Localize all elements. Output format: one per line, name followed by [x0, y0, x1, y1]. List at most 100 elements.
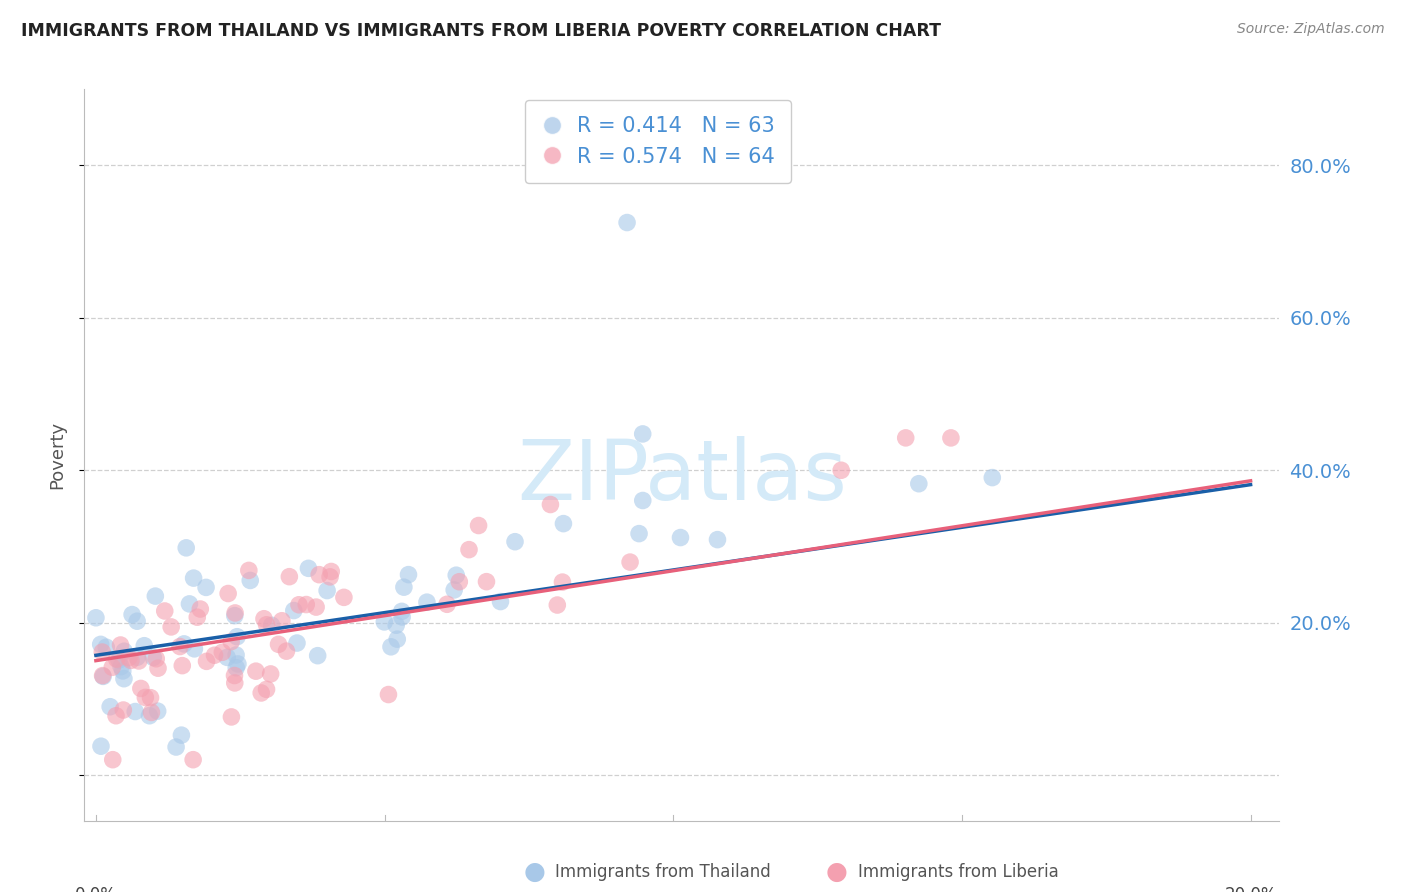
Point: [391, 610, 413, 624]
Text: ●: ●: [825, 861, 848, 884]
Point: [101, 753, 124, 767]
Point: [108, 653, 131, 667]
Point: [256, 682, 278, 697]
Point: [204, 648, 226, 663]
Point: [939, 431, 962, 445]
Point: [260, 667, 283, 681]
Point: [377, 688, 399, 702]
Point: [127, 614, 149, 628]
Point: [449, 574, 471, 589]
Point: [224, 676, 246, 690]
Point: [91, 668, 114, 682]
Point: [169, 640, 191, 654]
Point: [134, 690, 156, 705]
Point: [283, 603, 305, 617]
Point: [84, 611, 107, 625]
Text: IMMIGRANTS FROM THAILAND VS IMMIGRANTS FROM LIBERIA POVERTY CORRELATION CHART: IMMIGRANTS FROM THAILAND VS IMMIGRANTS F…: [21, 22, 941, 40]
Point: [143, 589, 166, 603]
Point: [128, 654, 150, 668]
Point: [285, 636, 308, 650]
Point: [124, 705, 146, 719]
Point: [616, 215, 638, 229]
Point: [160, 620, 183, 634]
Point: [146, 661, 169, 675]
Point: [631, 426, 654, 441]
Point: [270, 614, 292, 628]
Point: [127, 650, 149, 665]
Point: [458, 542, 481, 557]
Point: [444, 568, 467, 582]
Point: [105, 652, 128, 666]
Point: [165, 739, 187, 754]
Point: [321, 565, 343, 579]
Point: [217, 650, 239, 665]
Point: [392, 580, 415, 594]
Point: [118, 650, 141, 665]
Point: [121, 607, 143, 622]
Point: [239, 574, 262, 588]
Point: [316, 583, 339, 598]
Point: [307, 648, 329, 663]
Point: [467, 518, 489, 533]
Point: [211, 645, 233, 659]
Text: ●: ●: [523, 861, 546, 884]
Point: [195, 654, 218, 668]
Point: [181, 753, 204, 767]
Point: [894, 431, 917, 445]
Point: [224, 608, 246, 623]
Point: [110, 659, 132, 673]
Point: [90, 637, 112, 651]
Point: [224, 668, 246, 682]
Point: [380, 640, 402, 654]
Point: [112, 703, 135, 717]
Point: [139, 690, 162, 705]
Point: [475, 574, 498, 589]
Point: [183, 641, 205, 656]
Point: [398, 567, 420, 582]
Legend: R = 0.414   N = 63, R = 0.574   N = 64: R = 0.414 N = 63, R = 0.574 N = 64: [524, 100, 792, 184]
Point: [172, 658, 194, 673]
Point: [373, 615, 395, 629]
Point: [297, 561, 319, 575]
Point: [245, 664, 267, 678]
Point: [443, 582, 465, 597]
Point: [112, 672, 135, 686]
Point: [436, 597, 458, 611]
Point: [186, 610, 208, 624]
Point: [551, 575, 574, 590]
Point: [387, 632, 409, 647]
Point: [981, 470, 1004, 484]
Point: [179, 597, 201, 611]
Point: [183, 571, 205, 585]
Point: [260, 618, 283, 632]
Point: [253, 612, 276, 626]
Text: ZIPatlas: ZIPatlas: [517, 436, 846, 517]
Point: [224, 606, 246, 620]
Point: [105, 708, 128, 723]
Point: [221, 710, 243, 724]
Point: [250, 686, 273, 700]
Point: [217, 586, 239, 600]
Point: [830, 463, 852, 477]
Point: [188, 602, 211, 616]
Point: [385, 618, 408, 632]
Point: [416, 595, 439, 609]
Point: [173, 637, 195, 651]
Point: [619, 555, 641, 569]
Text: 0.0%: 0.0%: [75, 887, 117, 892]
Point: [225, 648, 247, 662]
Point: [146, 704, 169, 718]
Point: [628, 526, 651, 541]
Point: [308, 567, 330, 582]
Point: [908, 476, 931, 491]
Point: [278, 569, 301, 583]
Text: 20.0%: 20.0%: [1225, 887, 1277, 892]
Point: [288, 598, 311, 612]
Text: Source: ZipAtlas.com: Source: ZipAtlas.com: [1237, 22, 1385, 37]
Point: [391, 604, 413, 618]
Point: [112, 644, 135, 658]
Point: [503, 534, 526, 549]
Point: [145, 652, 167, 666]
Point: [153, 604, 176, 618]
Point: [98, 699, 121, 714]
